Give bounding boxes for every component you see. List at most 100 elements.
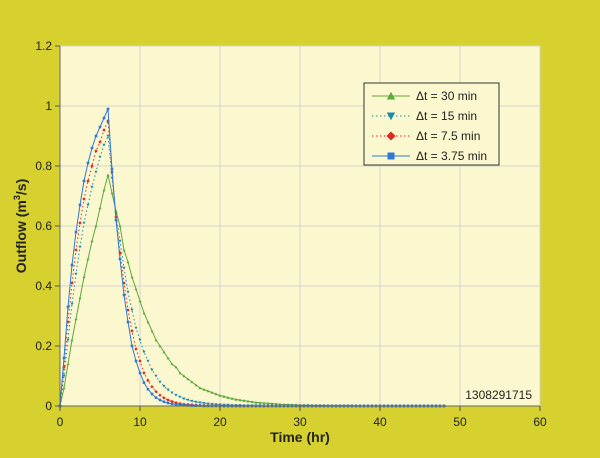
- legend: Δt = 30 min Δt = 15 min Δt = 7.5 min Δt = 3…: [363, 82, 500, 166]
- data-point: [158, 344, 162, 348]
- data-point: [206, 389, 210, 393]
- y-tick-label: 1: [45, 99, 52, 113]
- data-point: [142, 311, 146, 315]
- data-point: [158, 380, 162, 384]
- data-point: [178, 371, 182, 375]
- data-point: [166, 398, 170, 402]
- data-point: [62, 386, 66, 390]
- data-point: [98, 125, 102, 129]
- x-axis-label: Time (hr): [270, 429, 330, 445]
- data-point: [166, 388, 170, 392]
- data-point: [110, 191, 114, 195]
- data-point: [154, 374, 158, 378]
- data-point: [98, 155, 102, 159]
- data-point: [78, 296, 82, 300]
- axes: 0 10 20 30 40 50 60 0 0.2 0.4 0.6 0.8 1 1.2: [35, 39, 547, 429]
- data-point: [242, 399, 246, 402]
- data-point: [158, 398, 162, 402]
- data-point: [70, 281, 74, 285]
- data-point: [158, 393, 162, 397]
- data-point: [94, 134, 98, 138]
- x-tick-label: 10: [133, 415, 147, 429]
- data-point: [190, 399, 194, 403]
- legend-marker: [387, 152, 395, 160]
- data-point: [94, 224, 98, 228]
- data-point: [186, 404, 190, 407]
- data-point: [262, 401, 266, 405]
- data-point: [134, 359, 138, 363]
- data-point: [138, 359, 142, 363]
- data-point: [134, 287, 138, 291]
- legend-label: Δt = 3.75 min: [416, 149, 487, 163]
- data-point: [170, 402, 174, 406]
- data-point: [150, 329, 154, 333]
- data-point: [138, 338, 142, 342]
- data-point: [102, 128, 106, 132]
- data-point: [74, 317, 78, 321]
- data-point: [182, 403, 186, 407]
- data-point: [122, 293, 126, 297]
- data-point: [138, 371, 142, 375]
- data-point: [150, 392, 154, 396]
- data-point: [78, 221, 82, 225]
- data-point: [130, 329, 134, 333]
- data-point: [166, 356, 170, 360]
- data-point: [70, 263, 74, 267]
- data-point: [62, 356, 66, 360]
- data-point: [74, 248, 78, 252]
- data-point: [202, 402, 206, 405]
- data-point: [82, 179, 86, 183]
- legend-label: Δt = 7.5 min: [416, 129, 480, 143]
- legend-label: Δt = 30 min: [416, 89, 477, 103]
- data-point: [94, 170, 98, 174]
- data-point: [82, 197, 86, 201]
- data-point: [194, 400, 198, 404]
- data-point: [106, 107, 110, 111]
- data-point: [146, 387, 150, 391]
- legend-label: Δt = 15 min: [416, 109, 477, 123]
- data-point: [222, 394, 226, 398]
- data-point: [274, 402, 278, 406]
- data-point: [126, 260, 130, 264]
- data-point: [90, 185, 94, 189]
- data-point: [258, 401, 262, 404]
- data-point: [78, 245, 82, 249]
- data-point: [218, 393, 222, 397]
- legend-marker: [386, 131, 396, 141]
- data-point: [78, 203, 82, 207]
- data-point: [214, 392, 218, 396]
- y-tick-label: 0.2: [35, 339, 52, 353]
- data-point: [246, 399, 250, 403]
- x-tick-label: 40: [373, 415, 387, 429]
- chart-annotation: 1308291715: [465, 388, 532, 402]
- data-point: [122, 266, 126, 270]
- data-point: [142, 381, 146, 384]
- data-point: [102, 143, 106, 147]
- data-point: [86, 161, 90, 165]
- data-point: [198, 386, 202, 390]
- data-point: [182, 397, 186, 401]
- data-point: [66, 305, 70, 309]
- data-point: [186, 398, 190, 402]
- data-point: [118, 239, 122, 243]
- data-point: [98, 140, 102, 144]
- data-point: [162, 384, 166, 388]
- data-point: [102, 116, 106, 120]
- data-point: [66, 338, 70, 342]
- data-point: [270, 402, 274, 405]
- data-point: [70, 338, 74, 342]
- data-point: [162, 396, 166, 400]
- data-point: [74, 272, 78, 276]
- x-tick-label: 30: [293, 415, 307, 429]
- data-point: [146, 359, 150, 363]
- data-point: [230, 396, 234, 400]
- data-point: [190, 380, 194, 384]
- y-axis-label-superscript: 3: [12, 195, 22, 200]
- data-point: [90, 164, 94, 168]
- data-point: [66, 362, 70, 366]
- x-tick-label: 50: [453, 415, 467, 429]
- data-point: [178, 403, 182, 407]
- data-point: [70, 302, 74, 306]
- data-point: [170, 391, 174, 395]
- x-tick-label: 0: [57, 415, 64, 429]
